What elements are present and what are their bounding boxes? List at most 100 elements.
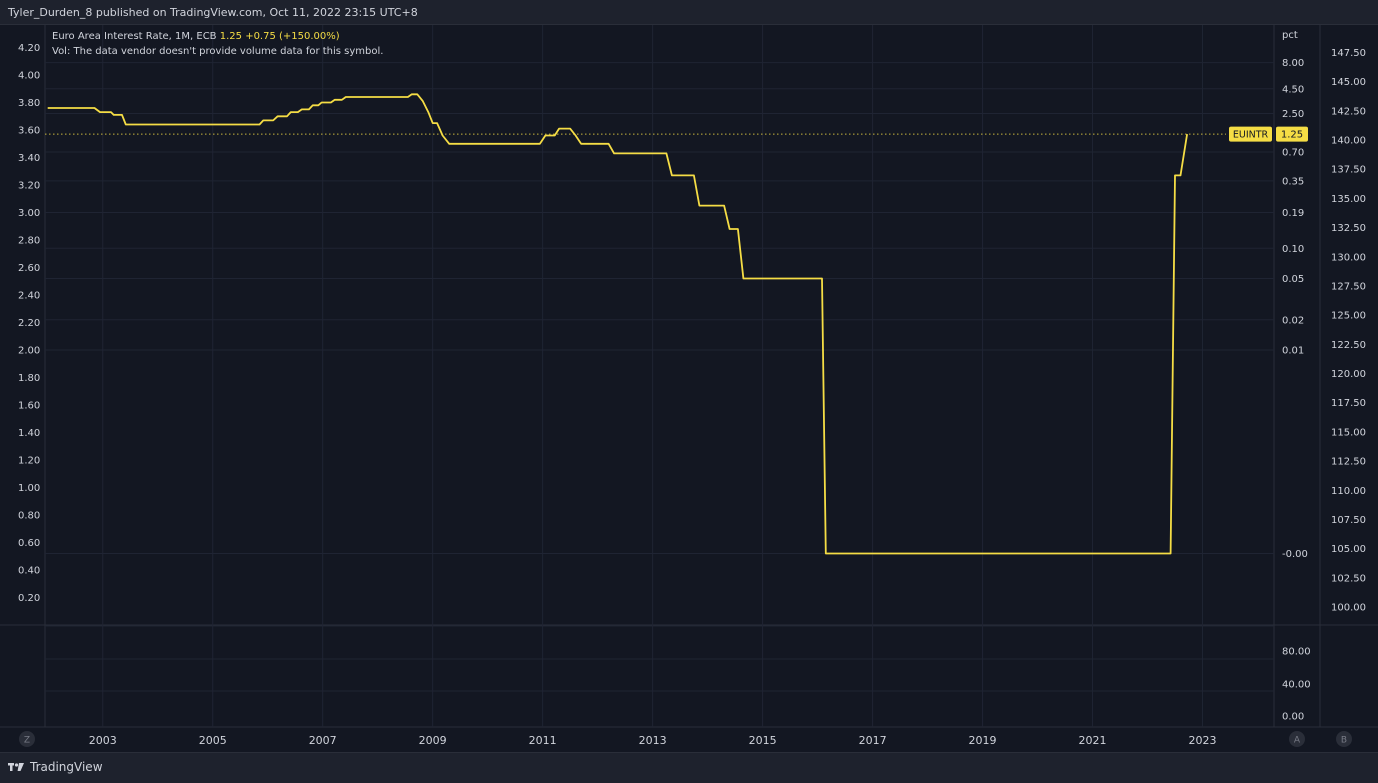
right-axis: 147.50 145.00 142.50 140.00 137.50 135.00 132.… — [1331, 48, 1366, 614]
right-tick-label: 102.50 — [1331, 573, 1366, 584]
volume-note: Vol: The data vendor doesn't provide vol… — [52, 46, 384, 57]
right-tick-label: 145.00 — [1331, 77, 1366, 88]
left-tick-label: 1.80 — [18, 373, 40, 384]
b-button-label: B — [1341, 736, 1347, 746]
x-tick-label: 2005 — [199, 734, 227, 747]
pct-tick-label: 2.50 — [1282, 109, 1304, 120]
right-tick-label: 120.00 — [1331, 369, 1366, 380]
right-tick-label: 110.00 — [1331, 486, 1366, 497]
chart-area[interactable]: 4.20 4.00 3.80 3.60 3.40 3.20 3.00 2.80 2.60 2.40… — [0, 25, 1378, 752]
left-tick-label: 3.40 — [18, 153, 40, 164]
pct-tick-label: 0.19 — [1282, 208, 1304, 219]
x-tick-label: 2023 — [1189, 734, 1217, 747]
right-tick-label: 147.50 — [1331, 48, 1366, 59]
last-value-label: 1.25 — [1281, 130, 1303, 141]
left-tick-label: 3.20 — [18, 181, 40, 192]
x-axis: 2003 2005 2007 2009 2011 2013 2015 2017 2019 2021… — [89, 734, 1217, 747]
x-tick-label: 2021 — [1079, 734, 1107, 747]
left-tick-label: 4.00 — [18, 71, 40, 82]
left-tick-label: 0.20 — [18, 593, 40, 604]
right-tick-label: 117.50 — [1331, 398, 1366, 409]
left-tick-label: 1.40 — [18, 428, 40, 439]
pct-tick-label: 0.05 — [1282, 274, 1304, 285]
right-tick-label: 132.50 — [1331, 223, 1366, 234]
x-tick-label: 2007 — [309, 734, 337, 747]
pct-tick-label: -0.00 — [1282, 549, 1308, 560]
volume-tick-label: 40.00 — [1282, 680, 1311, 691]
a-button-bg — [1289, 731, 1305, 747]
right-tick-label: 125.00 — [1331, 311, 1366, 322]
left-tick-label: 0.80 — [18, 511, 40, 522]
legend-last-value: 1.25 — [219, 31, 242, 42]
pct-tick-label: 0.02 — [1282, 315, 1304, 326]
left-tick-label: 2.80 — [18, 236, 40, 247]
left-tick-label: 3.80 — [18, 98, 40, 109]
right-tick-label: 100.00 — [1331, 603, 1366, 614]
b-button[interactable]: B — [1336, 731, 1352, 747]
volume-axis: 80.00 40.00 0.00 — [1282, 647, 1311, 723]
x-tick-label: 2019 — [969, 734, 997, 747]
right-tick-label: 107.50 — [1331, 515, 1366, 526]
tradingview-brand[interactable]: TradingView — [8, 760, 103, 774]
right-tick-label: 122.50 — [1331, 340, 1366, 351]
z-button-bg — [19, 731, 35, 747]
grid — [0, 25, 1378, 728]
left-tick-label: 0.40 — [18, 566, 40, 577]
right-tick-label: 105.00 — [1331, 544, 1366, 555]
x-tick-label: 2017 — [859, 734, 887, 747]
legend-main: Euro Area Interest Rate, 1M, ECB 1.25 +0… — [52, 31, 340, 42]
series-line-EUINTR — [47, 93, 1188, 555]
left-tick-label: 2.00 — [18, 346, 40, 357]
pct-axis-title: pct — [1282, 30, 1298, 41]
pct-tick-label: 0.10 — [1282, 244, 1304, 255]
right-tick-label: 137.50 — [1331, 165, 1366, 176]
left-axis: 4.20 4.00 3.80 3.60 3.40 3.20 3.00 2.80 2.60 2.40… — [18, 43, 40, 604]
right-tick-label: 127.50 — [1331, 281, 1366, 292]
left-tick-label: 0.60 — [18, 538, 40, 549]
left-tick-label: 4.20 — [18, 43, 40, 54]
left-tick-label: 2.20 — [18, 318, 40, 329]
legend-volume-note: Vol: The data vendor doesn't provide vol… — [52, 46, 383, 57]
left-tick-label: 3.00 — [18, 208, 40, 219]
right-tick-label: 112.50 — [1331, 457, 1366, 468]
price-chart[interactable]: 4.20 4.00 3.80 3.60 3.40 3.20 3.00 2.80 2.60 2.40… — [0, 25, 1378, 752]
x-tick-label: 2013 — [639, 734, 667, 747]
last-value-box — [1276, 126, 1308, 142]
pct-tick-label: 8.00 — [1282, 58, 1304, 69]
pct-tick-label: 4.50 — [1282, 84, 1304, 95]
publish-text: Tyler_Durden_8 published on TradingView.… — [8, 6, 418, 19]
left-tick-label: 2.40 — [18, 291, 40, 302]
volume-tick-label: 80.00 — [1282, 647, 1311, 658]
x-tick-label: 2015 — [749, 734, 777, 747]
symbol-label: EUINTR — [1233, 130, 1269, 141]
x-tick-label: 2011 — [529, 734, 557, 747]
a-button-label: A — [1294, 736, 1301, 746]
right-tick-label: 115.00 — [1331, 427, 1366, 438]
left-tick-label: 1.20 — [18, 456, 40, 467]
b-button-bg — [1336, 731, 1352, 747]
right-tick-label: 142.50 — [1331, 106, 1366, 117]
legend-series-label: Euro Area Interest Rate, 1M, ECB — [52, 31, 217, 42]
brand-text: TradingView — [30, 760, 103, 774]
pct-tick-label: 0.35 — [1282, 176, 1304, 187]
tradingview-logo-icon — [8, 763, 24, 771]
right-tick-label: 130.00 — [1331, 252, 1366, 263]
volume-tick-label: 0.00 — [1282, 712, 1304, 723]
pct-tick-label: 0.70 — [1282, 148, 1304, 159]
pct-axis: pct 8.00 4.50 2.50 0.70 0.35 0.19 0.10 0.05 0.02 0… — [1282, 30, 1308, 560]
legend-change: +0.75 (+150.00%) — [245, 31, 340, 42]
left-tick-label: 3.60 — [18, 126, 40, 137]
series-group: EUINTR 1.25 — [45, 93, 1308, 555]
left-tick-label: 2.60 — [18, 263, 40, 274]
x-tick-label: 2003 — [89, 734, 117, 747]
symbol-label-box — [1229, 126, 1272, 142]
z-button[interactable]: Z — [19, 731, 35, 747]
a-button[interactable]: A — [1289, 731, 1305, 747]
footer-bar: TradingView — [0, 752, 1378, 783]
left-tick-label: 1.60 — [18, 401, 40, 412]
pct-tick-label: 0.01 — [1282, 346, 1304, 357]
z-button-label: Z — [24, 736, 30, 746]
left-tick-label: 1.00 — [18, 483, 40, 494]
right-tick-label: 135.00 — [1331, 194, 1366, 205]
